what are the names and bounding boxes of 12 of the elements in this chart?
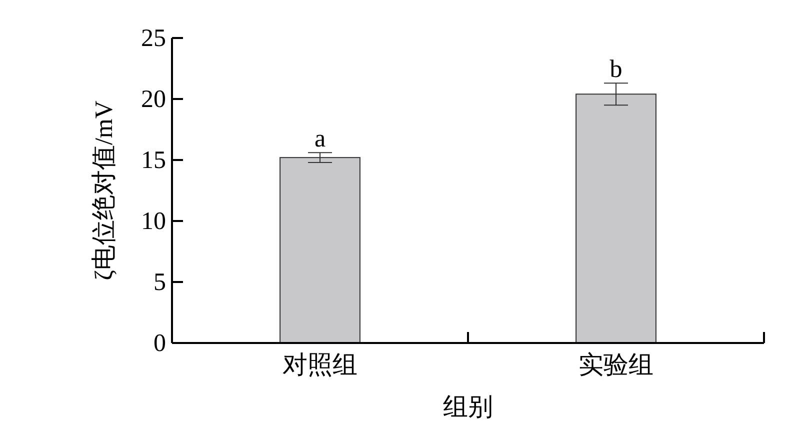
annotation: b	[610, 56, 622, 84]
x-tick-label: 对照组	[282, 352, 358, 379]
x-tick-label: 实验组	[578, 351, 654, 379]
y-tick-label: 25	[141, 25, 166, 52]
y-tick-label: 0	[154, 330, 166, 357]
y-axis-title: ζ电位绝对值/mV	[91, 100, 118, 280]
y-tick-label: 10	[141, 208, 166, 235]
annotation: a	[314, 126, 326, 153]
y-tick-label: 15	[141, 147, 166, 174]
x-axis-title: 组别	[443, 394, 493, 421]
y-tick-label: 20	[141, 86, 166, 113]
y-tick-label: 5	[154, 269, 166, 296]
